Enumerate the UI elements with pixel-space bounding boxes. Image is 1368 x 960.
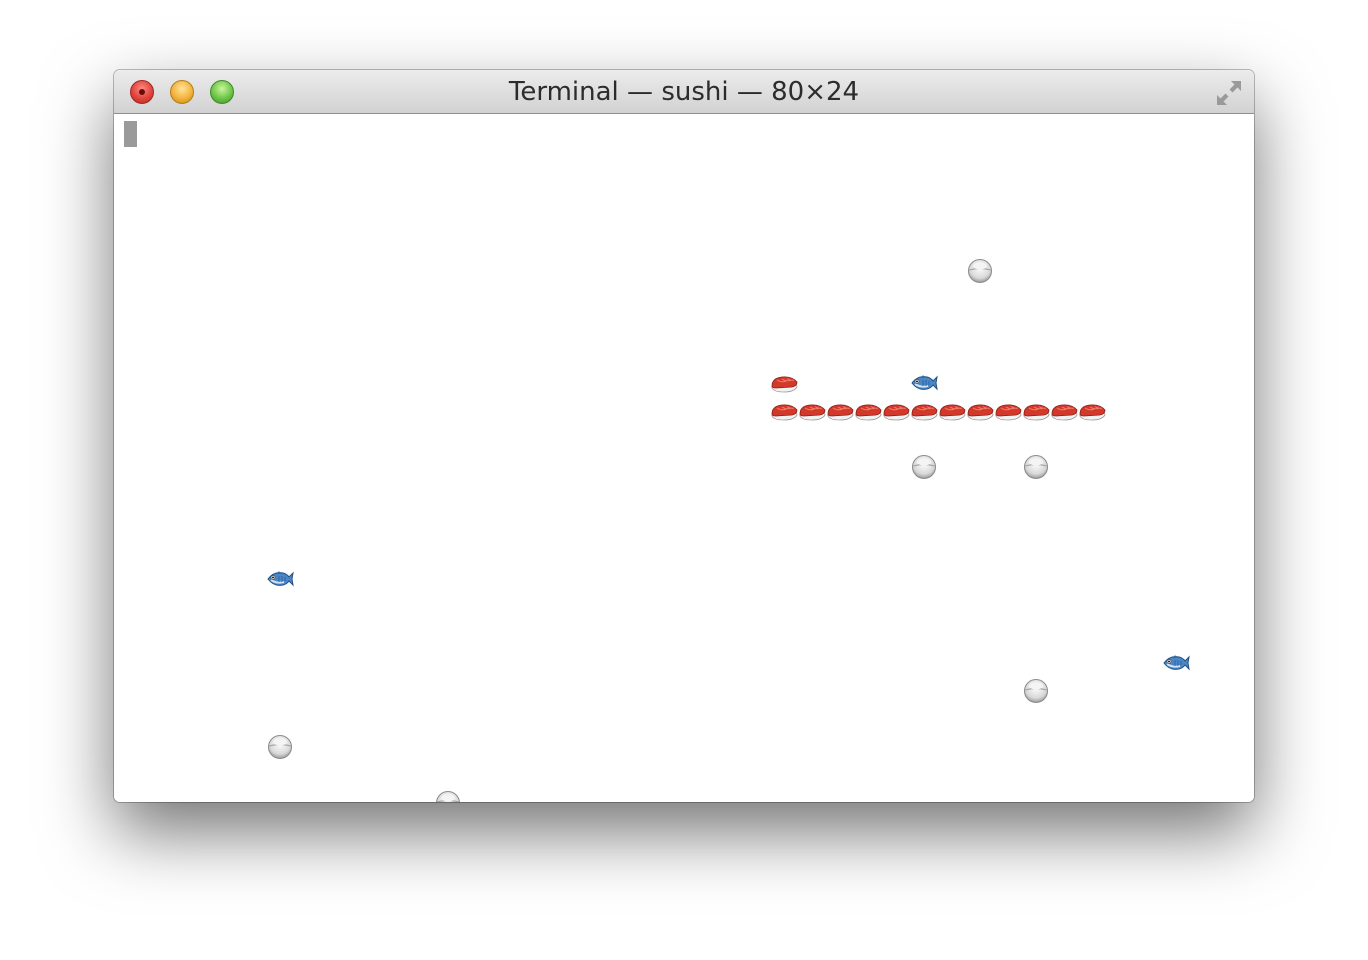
title-bar[interactable]: Terminal — sushi — 80×24 <box>114 70 1254 114</box>
rice-bowl-icon <box>434 789 462 802</box>
sushi-icon <box>1022 397 1050 425</box>
sushi-icon <box>770 397 798 425</box>
fish-icon <box>1162 649 1190 677</box>
rice-bowl-icon <box>266 733 294 761</box>
fish-icon <box>266 565 294 593</box>
sushi-icon <box>798 397 826 425</box>
rice-bowl-icon <box>910 453 938 481</box>
fish-icon <box>910 369 938 397</box>
terminal-window: Terminal — sushi — 80×24 <box>114 70 1254 802</box>
rice-bowl-icon <box>1022 453 1050 481</box>
sushi-icon <box>966 397 994 425</box>
fullscreen-icon[interactable] <box>1214 78 1244 108</box>
sushi-icon <box>854 397 882 425</box>
text-cursor <box>124 121 137 147</box>
sushi-icon <box>882 397 910 425</box>
rice-bowl-icon <box>1022 677 1050 705</box>
terminal-content[interactable] <box>114 115 1254 802</box>
sushi-icon <box>994 397 1022 425</box>
window-title: Terminal — sushi — 80×24 <box>508 77 860 107</box>
minimize-button[interactable] <box>170 80 194 104</box>
sushi-icon <box>770 369 798 397</box>
sushi-icon <box>910 397 938 425</box>
rice-bowl-icon <box>966 257 994 285</box>
sushi-icon <box>938 397 966 425</box>
sushi-icon <box>1050 397 1078 425</box>
close-button[interactable] <box>130 80 154 104</box>
sushi-icon <box>1078 397 1106 425</box>
sushi-icon <box>826 397 854 425</box>
zoom-button[interactable] <box>210 80 234 104</box>
